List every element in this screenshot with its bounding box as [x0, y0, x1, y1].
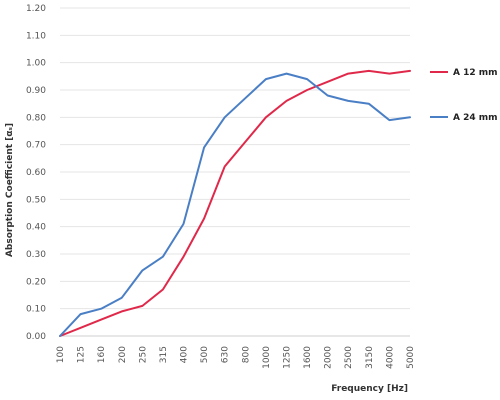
x-tick-label: 100	[56, 346, 66, 363]
legend: A 12 mm A 24 mm	[430, 68, 498, 123]
y-tick-label: 0.20	[26, 277, 46, 287]
y-tick-label: 0.70	[26, 141, 46, 151]
x-axis-title: Frequency [Hz]	[331, 384, 408, 394]
y-tick-label: 0.60	[26, 168, 46, 178]
series-line-1	[59, 69, 411, 337]
x-tick-label: 1600	[303, 346, 313, 369]
series-lines	[59, 69, 411, 337]
y-tick-label: 0.90	[26, 86, 46, 96]
x-tick-label: 1000	[262, 346, 272, 369]
x-tick-label: 500	[200, 346, 210, 363]
legend-label: A 24 mm	[453, 113, 498, 123]
x-tick-label: 3150	[365, 346, 375, 369]
legend-label: A 12 mm	[453, 68, 498, 78]
y-tick-label: 0.00	[26, 332, 46, 342]
x-tick-label: 800	[241, 346, 251, 363]
y-tick-label: 1.10	[26, 31, 46, 41]
x-tick-label: 630	[221, 346, 231, 363]
y-tick-label: 0.50	[26, 195, 46, 205]
y-tick-label: 1.20	[26, 4, 46, 14]
series-line-2	[59, 72, 411, 337]
x-tick-label: 400	[180, 346, 190, 363]
x-tick-label: 160	[97, 346, 107, 363]
y-tick-label: 1.00	[26, 59, 46, 69]
x-tick-label: 2500	[344, 346, 354, 369]
x-tick-label: 315	[159, 346, 169, 363]
y-axis-title: Absorption Coefficient [αₛ]	[5, 123, 15, 257]
x-tick-label: 4000	[385, 346, 395, 369]
x-tick-label: 1250	[282, 346, 292, 369]
x-tick-labels: 100 125 160 200 250 315 400 500 630 800 1000 1250 16…	[56, 346, 416, 369]
y-tick-label: 0.30	[26, 250, 46, 260]
y-tick-labels: 0.00 0.10 0.20 0.30 0.40 0.50 0.60 0.70 0.80 0.90…	[26, 4, 46, 342]
y-tick-label: 0.10	[26, 305, 46, 315]
x-tick-label: 5000	[406, 346, 416, 369]
y-tick-label: 0.80	[26, 113, 46, 123]
x-tick-label: 125	[77, 346, 87, 363]
x-tick-label: 2000	[324, 346, 334, 369]
grid-lines	[60, 7, 410, 337]
x-tick-label: 250	[138, 346, 148, 363]
y-tick-label: 0.40	[26, 223, 46, 233]
x-tick-label: 200	[118, 346, 128, 363]
